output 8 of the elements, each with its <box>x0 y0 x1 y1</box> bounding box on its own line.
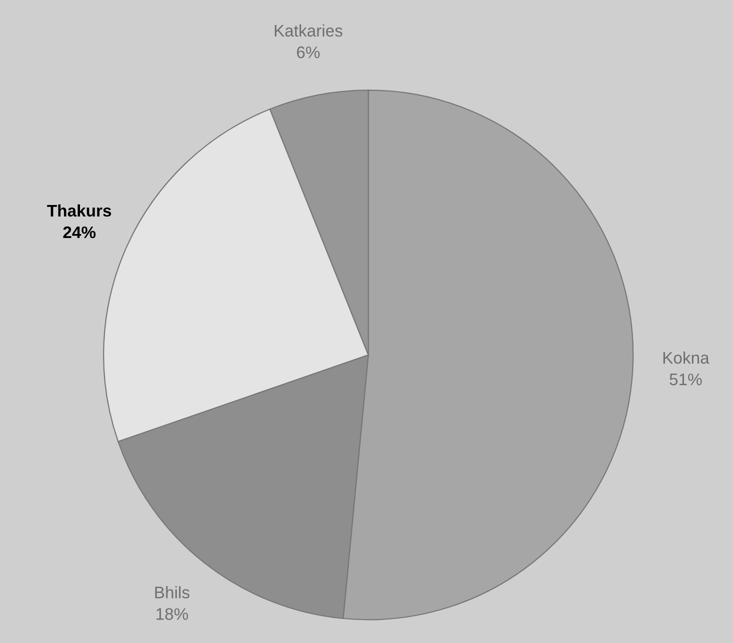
data-label: 24% <box>63 226 96 238</box>
data-label: 18% <box>156 608 188 620</box>
data-label: 6% <box>297 46 320 58</box>
slice-label: Thakurs <box>47 204 112 217</box>
slice-label: Kokna <box>663 352 710 364</box>
data-label: 51% <box>670 374 702 386</box>
slice-label: Katkaries <box>274 24 342 37</box>
slice-label: Bhils <box>155 586 190 598</box>
